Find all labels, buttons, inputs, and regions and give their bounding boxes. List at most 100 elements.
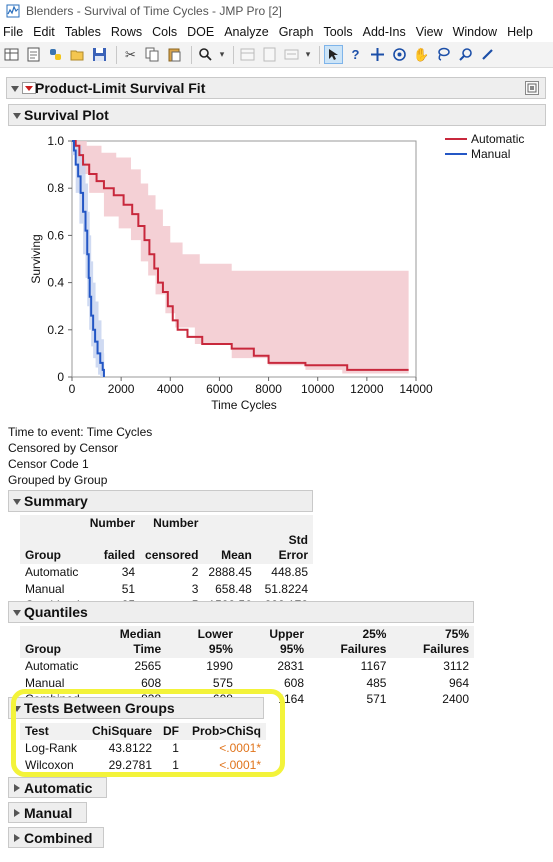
menu-help[interactable]: Help — [507, 25, 533, 39]
menu-cols[interactable]: Cols — [152, 25, 178, 39]
menu-tables[interactable]: Tables — [64, 25, 101, 39]
collapse-triangle-icon[interactable] — [11, 86, 19, 92]
collapse-triangle-icon[interactable] — [13, 610, 21, 616]
lasso-tool-icon[interactable] — [434, 45, 453, 64]
menu-window[interactable]: Window — [452, 25, 498, 39]
search-icon[interactable] — [196, 45, 215, 64]
summary-title: Summary — [24, 493, 88, 509]
table-header-row: Group Median Time Lower 95% Upper 95% 25… — [20, 626, 474, 658]
menu-view[interactable]: View — [415, 25, 443, 39]
table-row: Automatic 34 2 2888.45 448.85 — [20, 564, 313, 581]
table-cell: 485 — [366, 675, 387, 690]
y-tick-label: 0.2 — [47, 323, 64, 337]
menu-edit[interactable]: Edit — [33, 25, 55, 39]
legend-item-manual[interactable]: Manual — [445, 147, 510, 161]
report-options-icon[interactable] — [525, 81, 539, 95]
summary-table: Number Number Group failed censored Mean… — [20, 515, 313, 614]
help-tool-icon[interactable]: ? — [351, 47, 360, 62]
zoom-tool-icon[interactable] — [456, 45, 475, 64]
x-tick-label: 12000 — [350, 382, 384, 396]
report-window: Product-Limit Survival Fit Survival Plot… — [0, 69, 553, 862]
column-header: Group — [20, 626, 85, 658]
legend-swatch-automatic — [445, 138, 467, 140]
new-script-icon[interactable] — [24, 45, 43, 64]
survival-curve-automatic — [72, 140, 409, 371]
table-cell: 964 — [448, 675, 469, 690]
window-title: Blenders - Survival of Time Cycles - JMP… — [26, 4, 282, 18]
survival-plot-header[interactable]: Survival Plot — [8, 104, 546, 126]
column-header: Test — [20, 723, 85, 740]
table-cell: 448.85 — [271, 565, 308, 579]
copy-icon[interactable] — [143, 45, 162, 64]
dropdown-arrow-icon[interactable]: ▾ — [219, 49, 225, 59]
crosshair-tool-icon[interactable] — [368, 45, 387, 64]
quantiles-table: Group Median Time Lower 95% Upper 95% 25… — [20, 626, 474, 708]
automatic-section-header[interactable]: Automatic — [8, 777, 107, 798]
menu-doe[interactable]: DOE — [187, 25, 215, 39]
tests-between-groups-header[interactable]: Tests Between Groups — [8, 697, 264, 719]
collapse-triangle-icon[interactable] — [13, 499, 21, 505]
column-header: Median Time — [84, 626, 167, 658]
column-header: DF — [157, 723, 184, 740]
brush-tool-icon[interactable] — [478, 45, 497, 64]
x-axis-label: Time Cycles — [211, 398, 277, 412]
table-cell: Manual — [25, 581, 65, 596]
python-icon[interactable] — [46, 45, 65, 64]
x-tick-label: 10000 — [301, 382, 335, 396]
collapse-triangle-icon[interactable] — [13, 706, 21, 712]
toolbar: ✂ ▾ ▾ ? ✋ — [0, 42, 553, 68]
expand-triangle-icon[interactable] — [14, 834, 20, 842]
table-cell: Automatic — [25, 659, 79, 673]
menu-tools[interactable]: Tools — [323, 25, 353, 39]
legend-item-automatic[interactable]: Automatic — [445, 132, 524, 146]
table-cell: Automatic — [25, 565, 79, 579]
table-cell: 3 — [191, 581, 199, 596]
dropdown-arrow-icon[interactable]: ▾ — [305, 49, 311, 59]
jmp-app-icon — [6, 4, 20, 18]
combined-section-header[interactable]: Combined — [8, 827, 104, 848]
menu-rows[interactable]: Rows — [110, 25, 143, 39]
hand-tool-icon[interactable]: ✋ — [413, 46, 430, 62]
menu-analyze[interactable]: Analyze — [224, 25, 269, 39]
y-tick-label: 0.6 — [47, 228, 64, 242]
column-header: Group — [20, 532, 85, 564]
table-cell: 3112 — [443, 659, 469, 673]
save-icon[interactable] — [90, 45, 109, 64]
x-tick-label: 8000 — [255, 382, 282, 396]
quantiles-header[interactable]: Quantiles — [8, 601, 474, 623]
table-cell: 51.8224 — [264, 581, 308, 596]
red-triangle-menu-icon[interactable] — [22, 82, 36, 94]
menu-file[interactable]: File — [3, 25, 24, 39]
column-header: Prob>ChiSq — [183, 723, 266, 740]
tests-title: Tests Between Groups — [24, 700, 175, 716]
table-cell: 2 — [191, 565, 199, 579]
table-row: Manual 608 575 608 485 964 — [20, 675, 474, 692]
new-table-icon[interactable] — [2, 45, 21, 64]
expand-triangle-icon[interactable] — [14, 784, 20, 792]
column-header: failed — [84, 532, 141, 564]
manual-section-header[interactable]: Manual — [8, 802, 87, 823]
report-header[interactable]: Product-Limit Survival Fit — [6, 77, 546, 99]
y-tick-label: 0.4 — [47, 276, 64, 290]
open-icon[interactable] — [68, 45, 87, 64]
collapse-triangle-icon[interactable] — [13, 113, 21, 119]
menu-add-ins[interactable]: Add-Ins — [362, 25, 406, 39]
summary-header[interactable]: Summary — [8, 490, 313, 512]
menu-graph[interactable]: Graph — [278, 25, 314, 39]
target-tool-icon[interactable] — [390, 45, 409, 64]
confidence-band-automatic — [72, 141, 409, 375]
x-tick-label: 2000 — [108, 382, 135, 396]
table-cell: 1990 — [206, 659, 233, 673]
expand-triangle-icon[interactable] — [14, 809, 20, 817]
tests-table: Test ChiSquare DF Prob>ChiSq Log-Rank 43… — [20, 723, 266, 773]
column-header — [20, 515, 85, 532]
column-header: censored — [140, 532, 204, 564]
paste-icon[interactable] — [165, 45, 184, 64]
arrow-tool-icon[interactable] — [324, 45, 343, 64]
table-row: Manual 51 3 658.48 51.8224 — [20, 581, 313, 598]
menu-bar: File Edit Tables Rows Cols DOE Analyze G… — [0, 22, 553, 42]
p-value-cell: <.0001* — [219, 741, 261, 755]
cut-icon[interactable]: ✂ — [125, 46, 136, 62]
table-cell: 2565 — [134, 659, 162, 673]
table-cell: 1167 — [360, 659, 387, 673]
